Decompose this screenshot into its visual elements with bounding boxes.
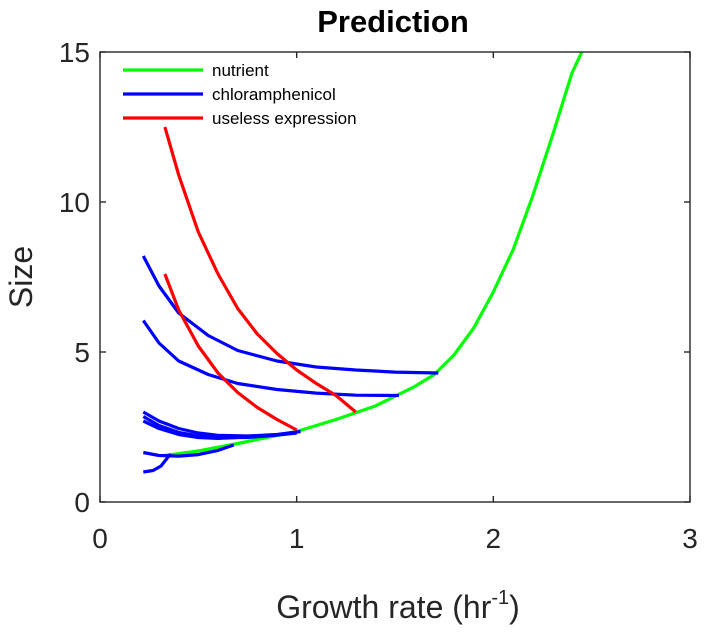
y-tick-label-2: 10 (59, 187, 90, 218)
series-line-5 (142, 419, 238, 440)
plot-frame (99, 51, 691, 503)
x-tick-label-0: 0 (92, 523, 108, 554)
series-line-1 (141, 255, 439, 375)
y-tick-label-1: 5 (74, 337, 90, 368)
x-axis-label-end: ) (509, 589, 520, 625)
x-axis-label: Growth rate (hr-1) (276, 587, 520, 625)
chart-title: Prediction (317, 4, 469, 39)
plot-series (141, 51, 584, 474)
x-tick-label-1: 1 (289, 523, 305, 554)
legend: nutrient chloramphenicol useless expressio… (123, 61, 357, 128)
series-line-6 (142, 443, 235, 458)
x-tick-label-3: 3 (682, 523, 698, 554)
y-axis-label: Size (3, 246, 39, 308)
series-line-8 (163, 126, 357, 414)
x-tick-label-2: 2 (486, 523, 502, 554)
series-line-7 (143, 452, 173, 474)
x-axis-label-main: Growth rate (hr (276, 589, 492, 625)
y-tick-label-0: 0 (74, 487, 90, 518)
y-tick-label-3: 15 (59, 37, 90, 68)
x-axis-label-superscript: -1 (491, 587, 509, 609)
legend-label-1: chloramphenicol (212, 85, 336, 104)
axis-ticks: 0 1 2 3 0 5 10 15 (59, 37, 698, 554)
series-line-9 (163, 273, 298, 432)
series-line-2 (141, 319, 399, 398)
legend-label-0: nutrient (212, 61, 269, 80)
legend-label-2: useless expression (212, 109, 357, 128)
